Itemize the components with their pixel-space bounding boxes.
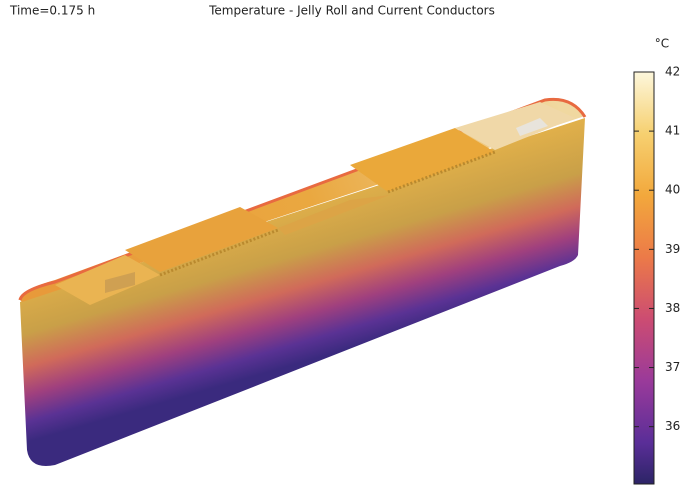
colorbar <box>634 72 654 484</box>
colorbar-tick-label: 41 <box>665 124 680 138</box>
battery-model <box>20 99 585 466</box>
colorbar-tick-label: 40 <box>665 183 680 197</box>
colorbar-tick-label: 37 <box>665 360 680 374</box>
colorbar-tick-label: 42 <box>665 65 680 79</box>
colorbar-unit: °C <box>655 37 669 51</box>
colorbar-tick-label: 38 <box>665 301 680 315</box>
colorbar-tick-label: 39 <box>665 242 680 256</box>
colorbar-tick-label: 36 <box>665 419 680 433</box>
time-label: Time=0.175 h <box>9 4 95 18</box>
chart-title: Temperature - Jelly Roll and Current Con… <box>208 4 495 18</box>
chart: Time=0.175 h Temperature - Jelly Roll an… <box>0 0 683 487</box>
